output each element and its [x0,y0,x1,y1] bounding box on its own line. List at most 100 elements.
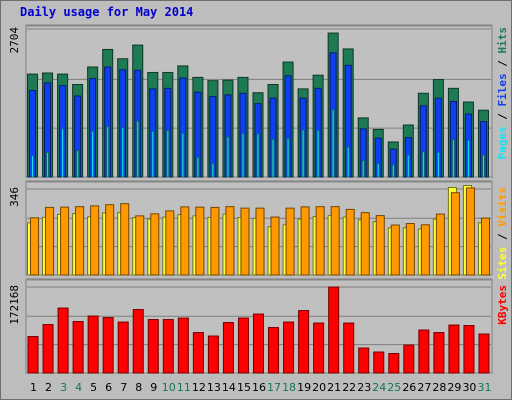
bar-kbytes-day-5 [87,315,99,374]
bar-pages-day-3 [61,128,65,178]
bar-kbytes-day-30 [463,325,475,374]
bar-kbytes-day-26 [403,344,415,374]
bar-kbytes-day-24 [373,351,385,374]
bar-pages-day-30 [466,139,470,178]
bar-visits-day-18 [285,207,295,276]
bar-kbytes-day-10 [162,319,174,374]
bar-kbytes-day-15 [237,317,249,374]
x-label-day-21: 21 [327,381,341,394]
bar-visits-day-21 [330,206,340,276]
y-max-label: 172168 [8,285,21,325]
bar-kbytes-day-20 [313,322,325,374]
x-label-day-7: 7 [120,381,127,394]
bar-kbytes-day-2 [42,324,54,374]
bar-kbytes-day-29 [448,324,460,374]
bar-visits-day-10 [165,210,175,276]
bar-kbytes-day-3 [57,307,69,374]
x-label-day-2: 2 [45,381,52,394]
bar-pages-day-6 [106,126,110,178]
bar-visits-day-16 [255,207,265,276]
side-label: KBytes [496,285,509,325]
bar-visits-day-31 [480,217,491,276]
bar-kbytes-day-31 [478,333,490,374]
bar-pages-day-25 [391,164,395,178]
bar-pages-day-13 [211,162,215,178]
x-label-day-30: 30 [462,381,476,394]
bar-visits-day-15 [240,207,250,276]
bar-kbytes-day-4 [72,321,84,374]
x-label-day-29: 29 [447,381,461,394]
bar-kbytes-day-12 [192,332,204,374]
bar-kbytes-day-22 [343,322,355,374]
x-label-day-4: 4 [75,381,82,394]
bar-pages-day-21 [331,109,335,178]
bar-pages-day-9 [151,131,155,178]
x-label-day-27: 27 [417,381,431,394]
side-label: Pages / Files / Hits [496,27,509,160]
bar-kbytes-day-18 [283,321,295,374]
bar-kbytes-day-8 [132,309,144,374]
bar-kbytes-day-25 [388,353,400,374]
bar-kbytes-day-23 [358,347,370,374]
side-label-separator: / [496,107,509,127]
side-label-kbytes: KBytes [496,285,509,325]
x-label-day-24: 24 [372,381,386,394]
x-label-day-25: 25 [387,381,401,394]
bar-kbytes-day-28 [433,332,445,374]
bar-pages-day-7 [121,127,125,178]
bar-pages-day-27 [421,151,425,178]
bar-visits-day-8 [135,215,145,276]
x-label-day-15: 15 [237,381,251,394]
side-label: Sites / Visits [496,187,509,280]
bar-visits-day-13 [210,206,220,276]
side-label-sites: Sites [496,247,509,280]
bar-visits-day-6 [105,204,115,276]
bar-kbytes-day-6 [102,317,114,374]
bar-visits-day-28 [435,213,445,276]
bar-pages-day-20 [316,129,320,178]
bar-visits-day-20 [315,206,325,276]
bar-kbytes-day-17 [268,327,280,374]
bar-pages-day-1 [31,155,35,178]
side-label-hits: Hits [496,27,509,54]
x-label-day-22: 22 [342,381,356,394]
bar-pages-day-2 [46,151,50,178]
x-label-day-5: 5 [90,381,97,394]
bar-kbytes-day-27 [418,329,430,374]
x-label-day-10: 10 [162,381,176,394]
bar-pages-day-28 [436,151,440,178]
bar-visits-day-3 [60,206,70,276]
bar-visits-day-23 [360,212,370,276]
x-label-day-26: 26 [402,381,416,394]
bar-kbytes-day-16 [252,313,265,374]
side-label-separator: / [496,54,509,74]
bar-visits-day-5 [90,205,100,276]
x-label-day-19: 19 [297,381,311,394]
x-label-day-1: 1 [30,381,37,394]
bar-visits-day-11 [180,206,190,276]
bar-pages-day-10 [166,129,170,178]
x-label-day-31: 31 [477,381,491,394]
y-max-label: 346 [8,187,21,207]
chart-title: Daily usage for May 2014 [20,5,194,19]
x-label-day-12: 12 [192,381,206,394]
x-label-day-11: 11 [177,381,191,394]
bar-visits-day-25 [390,224,400,276]
bar-visits-day-14 [225,206,235,276]
x-label-day-3: 3 [60,381,67,394]
x-label-day-23: 23 [357,381,371,394]
side-label-separator: / [496,227,509,247]
bar-pages-day-5 [91,130,95,178]
bar-pages-day-19 [301,129,305,178]
side-label-files: Files [496,73,509,106]
bar-kbytes-day-19 [298,310,310,374]
bar-pages-day-15 [241,133,245,178]
bar-pages-day-18 [286,138,290,178]
bar-pages-day-16 [256,133,260,178]
bar-kbytes-day-9 [147,319,159,374]
bar-pages-day-11 [181,132,185,178]
bar-kbytes-day-11 [177,317,189,374]
bar-visits-day-2 [45,206,55,276]
